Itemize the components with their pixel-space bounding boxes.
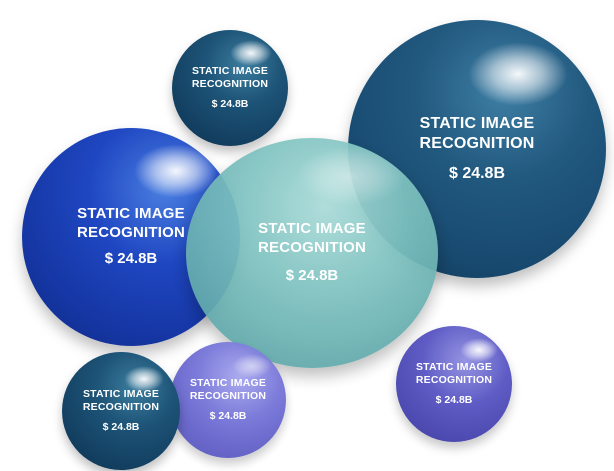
bubble-amount: $ 24.8B: [209, 409, 247, 422]
bubble-top[interactable]: STATIC IMAGE RECOGNITION $ 24.8B: [172, 30, 288, 146]
bubble-label-line2: RECOGNITION: [76, 223, 186, 241]
bubble-label-line2: RECOGNITION: [415, 374, 493, 387]
bubble-amount: $ 24.8B: [104, 250, 158, 268]
bubble-label-line1: STATIC IMAGE: [189, 377, 267, 390]
bubble-amount: $ 24.8B: [435, 393, 473, 406]
bubble-highlight: [232, 354, 272, 378]
bubble-label-line2: RECOGNITION: [82, 401, 160, 414]
bubble-highlight: [230, 40, 272, 66]
bubble-label-line2: RECOGNITION: [191, 78, 269, 91]
bubble-label-line1: STATIC IMAGE: [191, 65, 269, 78]
bubble-label-line1: STATIC IMAGE: [419, 115, 535, 132]
bubble-label-line1: STATIC IMAGE: [77, 204, 185, 222]
bubble-bottom-middle[interactable]: STATIC IMAGE RECOGNITION $ 24.8B: [170, 342, 286, 458]
bubble-amount: $ 24.8B: [448, 165, 506, 182]
bubble-label-line1: STATIC IMAGE: [82, 388, 160, 401]
bubble-label-line1: STATIC IMAGE: [415, 361, 493, 374]
bubble-label-line2: RECOGNITION: [257, 238, 367, 256]
bubble-label-line2: RECOGNITION: [189, 390, 267, 403]
bubble-amount: $ 24.8B: [102, 420, 140, 433]
bubble-amount: $ 24.8B: [285, 267, 339, 285]
bubble-bottom-left[interactable]: STATIC IMAGE RECOGNITION $ 24.8B: [62, 352, 180, 470]
bubble-center[interactable]: STATIC IMAGE RECOGNITION $ 24.8B: [186, 138, 438, 368]
bubble-label-line2: RECOGNITION: [419, 135, 535, 152]
bubble-label-line1: STATIC IMAGE: [258, 219, 366, 237]
bubble-highlight: [460, 338, 498, 362]
bubble-bottom-right[interactable]: STATIC IMAGE RECOGNITION $ 24.8B: [396, 326, 512, 442]
bubble-amount: $ 24.8B: [211, 97, 249, 110]
bubble-highlight: [468, 42, 568, 106]
